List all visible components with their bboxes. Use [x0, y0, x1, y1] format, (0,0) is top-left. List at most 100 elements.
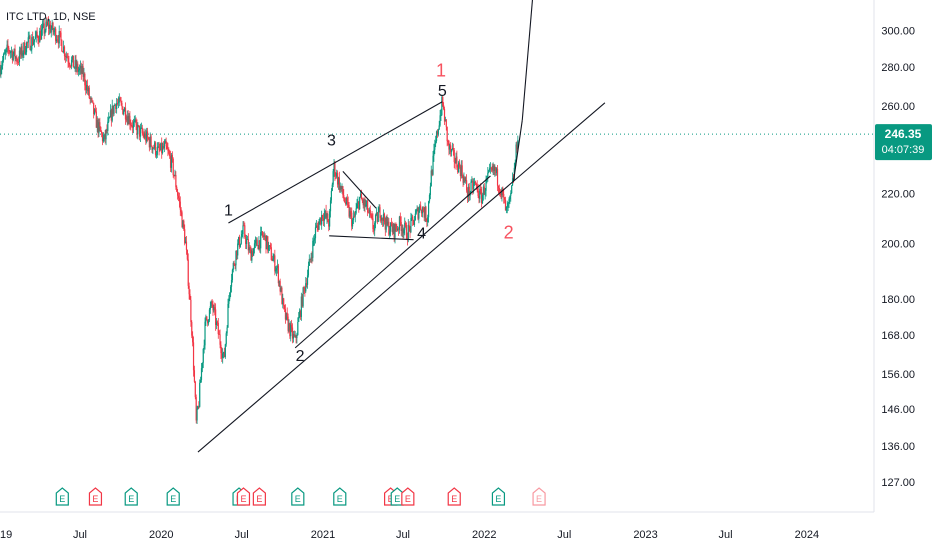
trendline[interactable] — [197, 102, 606, 453]
earnings-marker-icon[interactable]: E — [236, 487, 251, 506]
candle-body — [245, 239, 248, 244]
trendline[interactable] — [329, 235, 414, 241]
candle-body — [48, 24, 51, 29]
candle-body — [93, 109, 96, 115]
candle-body — [347, 202, 349, 206]
candle-body — [308, 258, 310, 266]
earnings-marker-icon[interactable]: E — [252, 487, 266, 506]
candle-body — [495, 167, 497, 173]
candle-body — [446, 126, 448, 142]
time-tick-label: 2021 — [311, 529, 335, 541]
svg-text:E: E — [337, 494, 343, 504]
candle-body — [391, 226, 393, 233]
candle-body — [74, 60, 76, 68]
candle-body — [275, 270, 277, 272]
candle-body — [302, 287, 304, 307]
time-axis[interactable]: 2019 Jul 2020 Jul 2021 Jul 2022 Jul 2023 Jul 2024 — [0, 529, 819, 541]
candle-body — [360, 193, 363, 200]
candle-body — [367, 200, 369, 213]
candle-body — [290, 325, 292, 337]
earnings-marker-icon[interactable]: E — [532, 487, 546, 506]
candle-body — [377, 212, 379, 222]
candle-body — [314, 238, 316, 240]
candle-body — [340, 185, 342, 190]
candle-body — [205, 316, 207, 322]
candle-body — [230, 286, 232, 293]
candle-body — [398, 216, 401, 230]
candle-body — [166, 146, 168, 149]
candle-body — [457, 167, 459, 173]
candle-body — [51, 22, 53, 29]
candle-body — [239, 243, 241, 247]
candle-body — [145, 133, 147, 142]
candle-body — [39, 30, 41, 43]
trendline[interactable] — [294, 175, 491, 349]
earnings-marker-icon[interactable]: E — [390, 487, 404, 506]
candle-body — [489, 167, 492, 169]
earnings-marker-icon[interactable]: E — [88, 487, 103, 506]
earnings-marker-icon[interactable]: E — [401, 487, 415, 506]
candle-body — [364, 199, 366, 207]
candle-body — [371, 215, 373, 219]
time-tick-label: 2020 — [149, 529, 173, 541]
earnings-markers-layer[interactable]: EEEEEEEEEEEEEEE — [55, 487, 546, 506]
candle-body — [211, 301, 213, 305]
candle-body — [55, 28, 57, 42]
earnings-marker-icon[interactable]: E — [55, 487, 69, 506]
candle-body — [266, 236, 268, 250]
candle-body — [435, 140, 437, 145]
candle-body — [268, 245, 270, 251]
candle-body — [419, 205, 421, 212]
trendline[interactable] — [512, 120, 523, 182]
candle-body — [390, 222, 393, 227]
candle-body — [386, 216, 388, 225]
candle-body — [107, 121, 109, 131]
trendlines-layer[interactable] — [197, 0, 606, 453]
candle-body — [234, 264, 236, 266]
candle-body — [246, 239, 249, 240]
candle-body — [514, 162, 516, 168]
candle-body — [369, 209, 371, 215]
candle-body — [212, 304, 214, 311]
candle-body — [67, 57, 69, 62]
symbol-header[interactable]: ITC LTD, 1D, NSE — [6, 11, 96, 23]
candle-body — [203, 345, 205, 349]
candle-body — [324, 211, 326, 215]
candle-body — [216, 321, 218, 323]
candle-body — [96, 119, 98, 128]
earnings-marker-icon[interactable]: E — [333, 487, 347, 506]
earnings-marker-icon[interactable]: E — [166, 487, 180, 506]
earnings-marker-icon[interactable]: E — [447, 487, 461, 506]
wave-label: 3 — [327, 133, 336, 150]
price-tag-bg — [875, 124, 932, 161]
candle-body — [452, 147, 454, 150]
candle-body — [101, 131, 103, 134]
candle-body — [20, 46, 22, 55]
earnings-marker-icon[interactable]: E — [491, 487, 506, 506]
candle-body — [38, 40, 40, 43]
candle-body — [289, 323, 291, 337]
earnings-marker-icon[interactable]: E — [124, 487, 138, 506]
candle-body — [301, 296, 303, 307]
earnings-marker-icon[interactable]: E — [291, 487, 305, 506]
candle-body — [68, 61, 70, 65]
candle-body — [6, 44, 8, 49]
candle-body — [392, 223, 394, 233]
candle-body — [331, 184, 333, 191]
price-axis[interactable]: 300.00 280.00 260.00 220.00 200.00 180.00 168.… — [881, 26, 915, 490]
candle-body — [186, 249, 188, 260]
candle-body — [69, 64, 71, 66]
trendline[interactable] — [342, 170, 377, 209]
svg-text:E: E — [495, 494, 501, 504]
candle-body — [265, 235, 267, 250]
candle-body — [122, 106, 124, 115]
candle-body — [241, 234, 243, 237]
candle-body — [420, 205, 422, 210]
candle-body — [80, 65, 82, 74]
candle-body — [333, 162, 335, 172]
trendline[interactable] — [228, 101, 443, 224]
candle-body — [382, 217, 384, 221]
candle-body — [240, 236, 242, 244]
trendline[interactable] — [521, 0, 533, 121]
